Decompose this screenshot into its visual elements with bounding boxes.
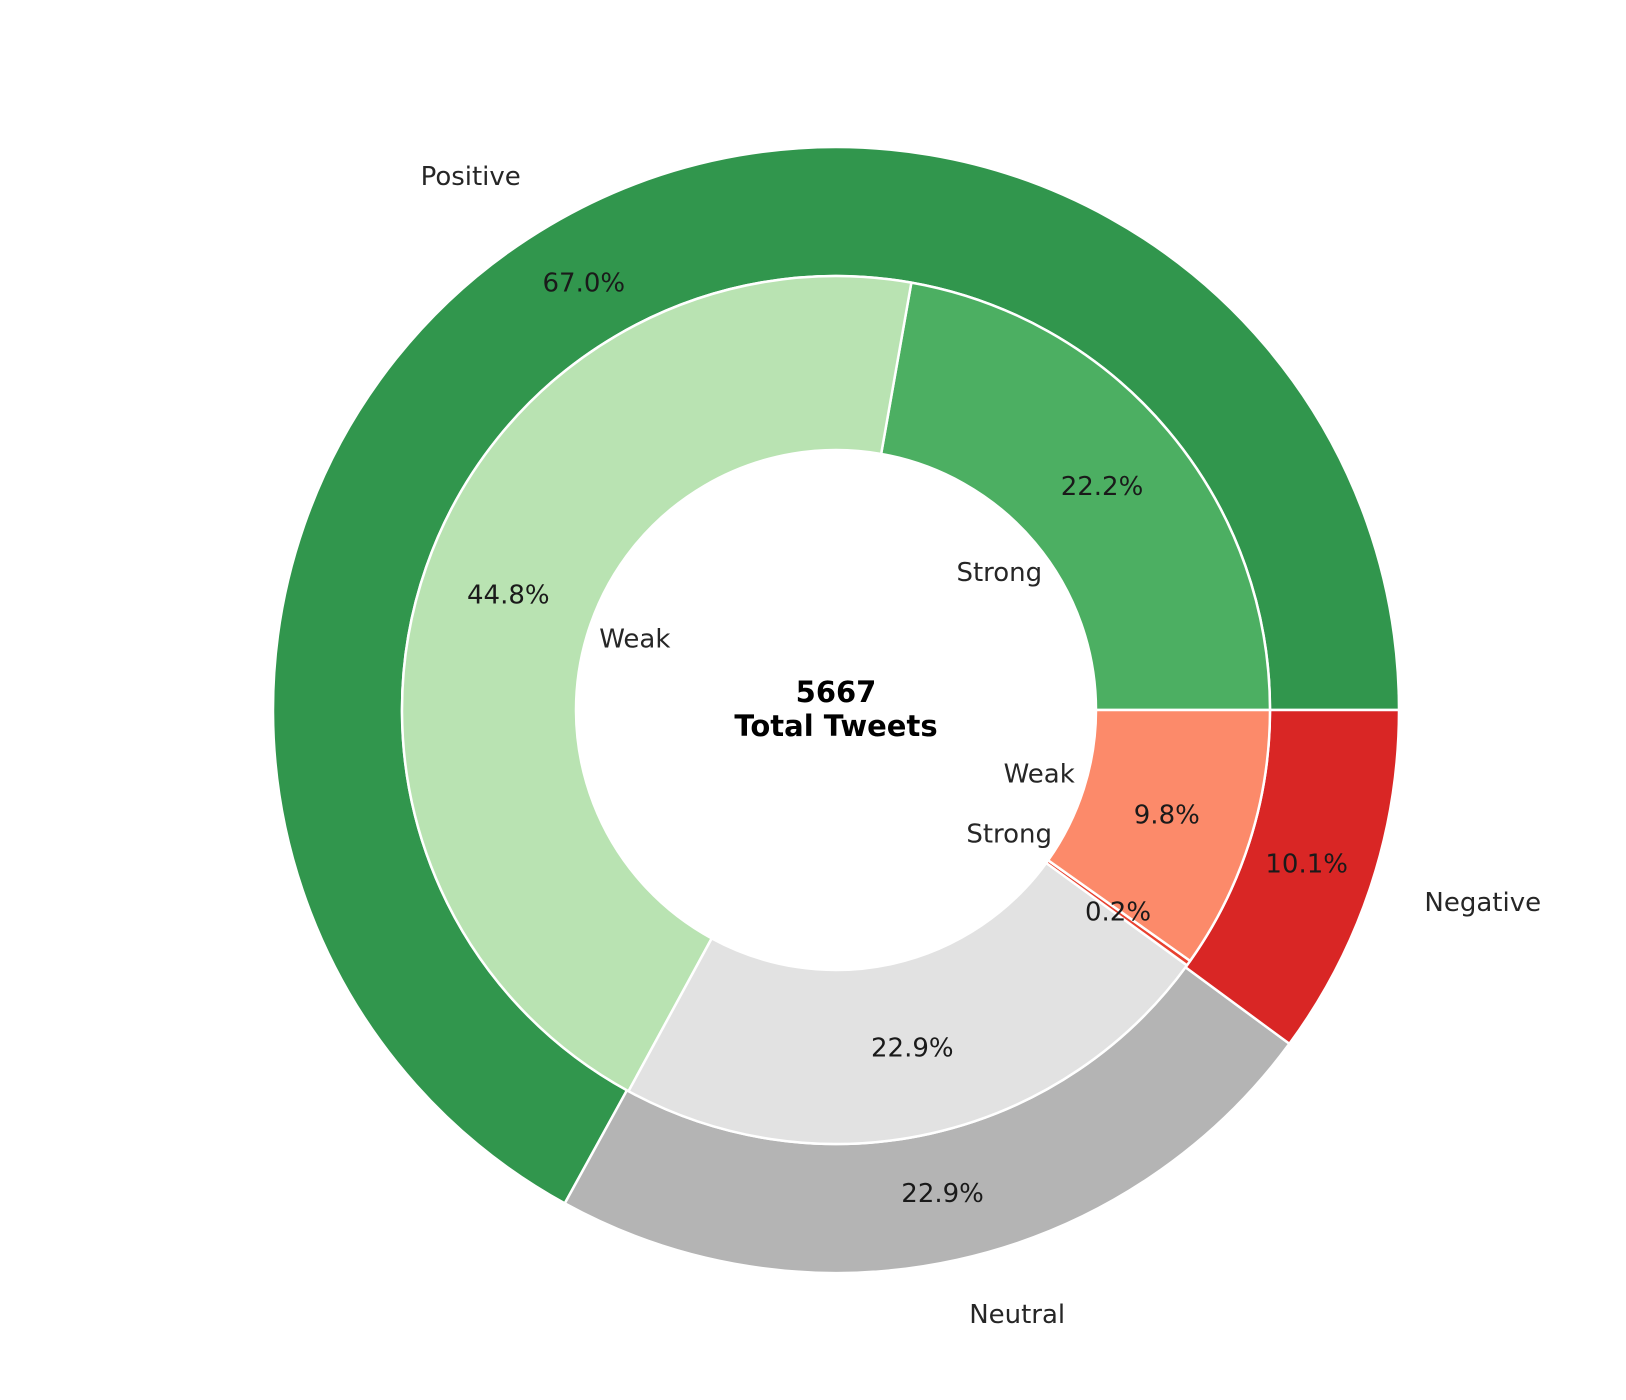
outer-label-positive: Positive [421, 162, 521, 192]
outer-label-neutral: Neutral [969, 1300, 1065, 1330]
inner-label-negative-weak: Weak [1004, 760, 1075, 790]
inner-value-positive-strong: 22.2% [1061, 472, 1144, 502]
inner-label-negative-strong: Strong [966, 819, 1052, 849]
outer-value-positive: 67.0% [542, 269, 625, 299]
inner-label-positive-weak: Weak [599, 625, 670, 655]
center-total-caption: Total Tweets [734, 709, 937, 743]
outer-label-negative: Negative [1424, 888, 1541, 918]
inner-value-positive-weak: 44.8% [467, 580, 550, 610]
inner-value-neutral-all: 22.9% [871, 1034, 954, 1064]
outer-value-neutral: 22.9% [901, 1179, 984, 1209]
inner-ring [400, 274, 1272, 1146]
center-total-count: 5667 [796, 675, 877, 709]
inner-wedge-neutral-all [627, 861, 1189, 1146]
inner-wedge-positive-strong [879, 281, 1272, 712]
inner-wedge-negative-weak [1046, 708, 1272, 963]
labels-layer: Positive 67.0% Neutral 22.9% Negative 10.1% St… [421, 162, 1542, 1330]
outer-value-negative: 10.1% [1265, 850, 1348, 880]
inner-value-negative-strong: 0.2% [1085, 898, 1151, 928]
inner-value-negative-weak: 9.8% [1134, 800, 1200, 830]
inner-label-positive-strong: Strong [956, 558, 1042, 588]
inner-wedge-positive-weak [400, 274, 913, 1093]
